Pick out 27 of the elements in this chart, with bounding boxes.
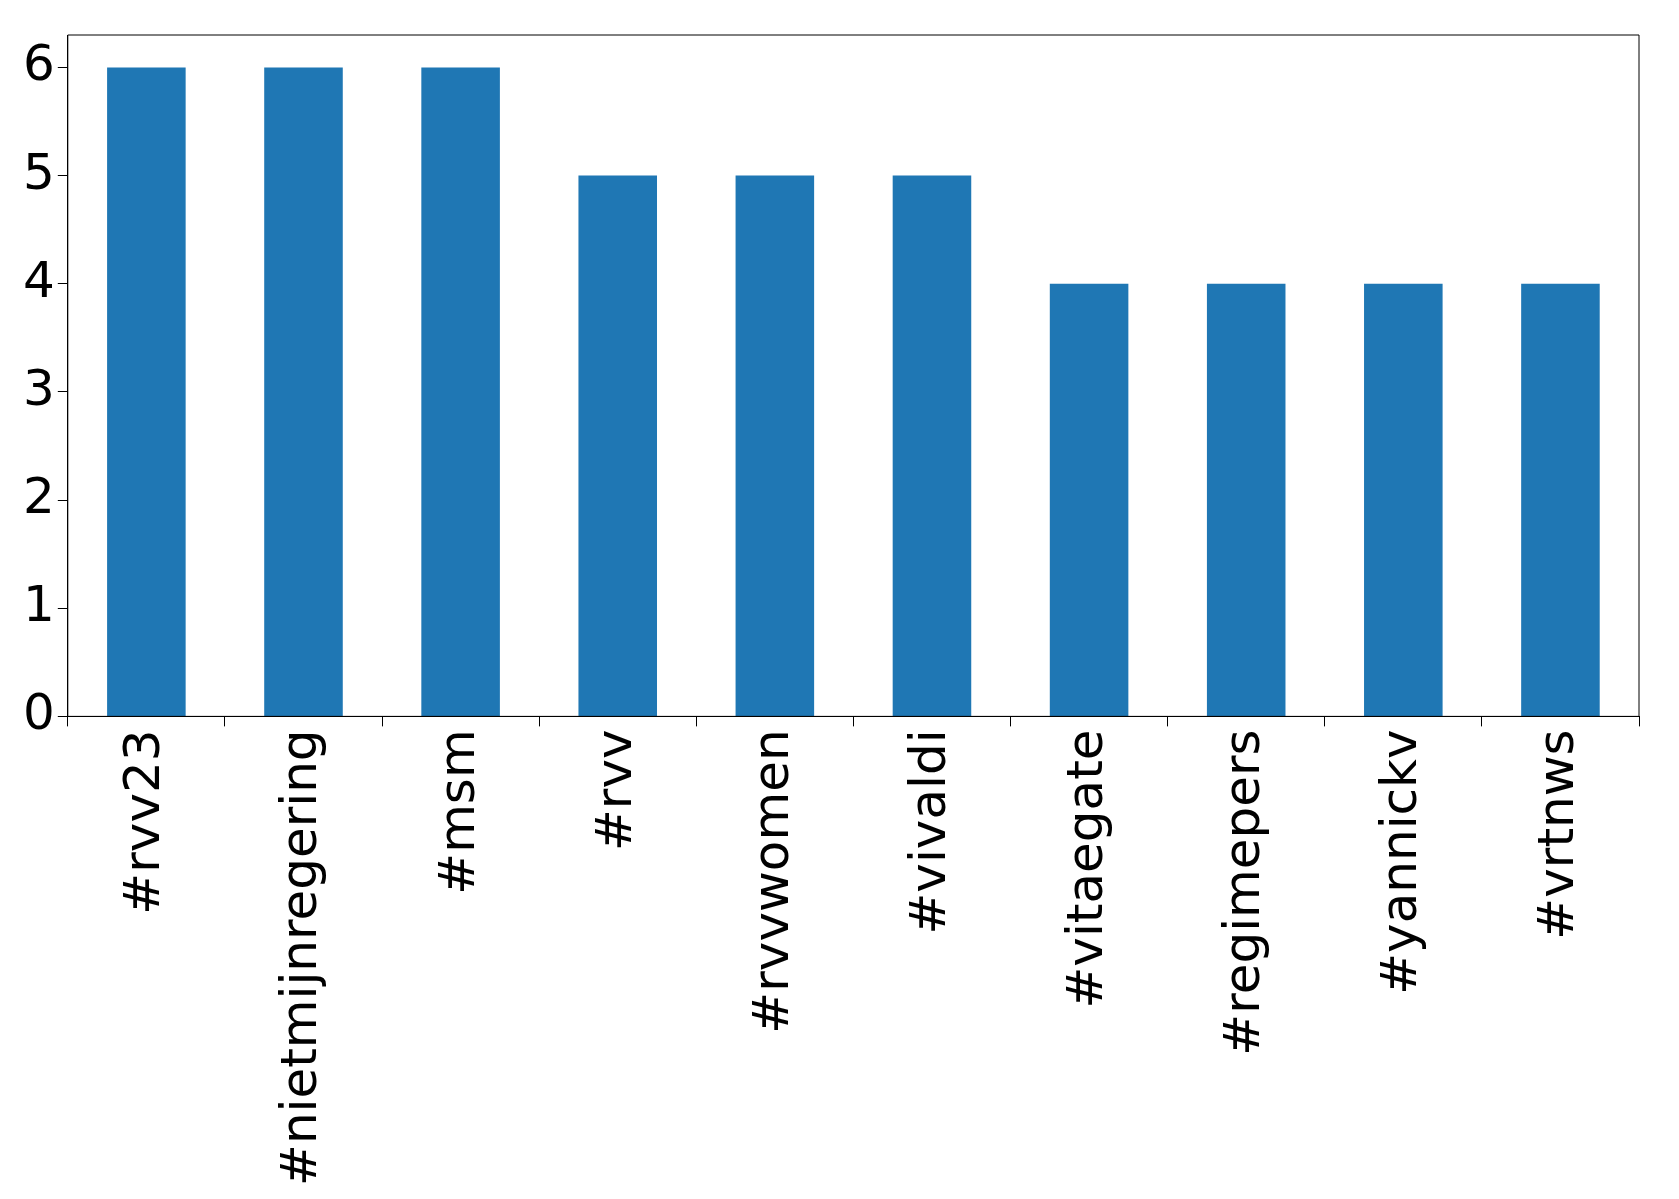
x-tick-label: #vrtnws [1527, 729, 1586, 940]
y-tick-label: 4 [23, 250, 55, 309]
x-tick-label: #msm [427, 729, 486, 895]
bar [1049, 283, 1129, 716]
y-tick-label: 2 [23, 467, 55, 526]
x-tick-label: #vivaldi [898, 729, 957, 935]
x-tick-label: #nietmijnregering [270, 729, 329, 1187]
y-tick-label: 5 [23, 142, 55, 201]
x-tick-label: #vitaegate [1056, 729, 1115, 1009]
y-tick-label: 6 [23, 34, 55, 93]
y-tick-label: 0 [23, 683, 55, 742]
bar [107, 67, 186, 716]
bar [1521, 283, 1600, 716]
bar [264, 67, 343, 716]
x-tick-label: #rvv [584, 729, 643, 852]
x-tick-label: #rvvwomen [741, 729, 800, 1034]
y-tick-label: 1 [23, 575, 55, 634]
bar [892, 175, 972, 716]
bar [578, 175, 658, 716]
y-tick-label: 3 [23, 358, 55, 417]
bar [735, 175, 815, 716]
x-tick-label: #regimepers [1213, 729, 1272, 1056]
bar [1364, 283, 1443, 716]
bar [1206, 283, 1286, 716]
bar [421, 67, 500, 716]
x-tick-label: #yannickv [1370, 729, 1429, 995]
x-tick-label: #rvv23 [113, 729, 172, 915]
